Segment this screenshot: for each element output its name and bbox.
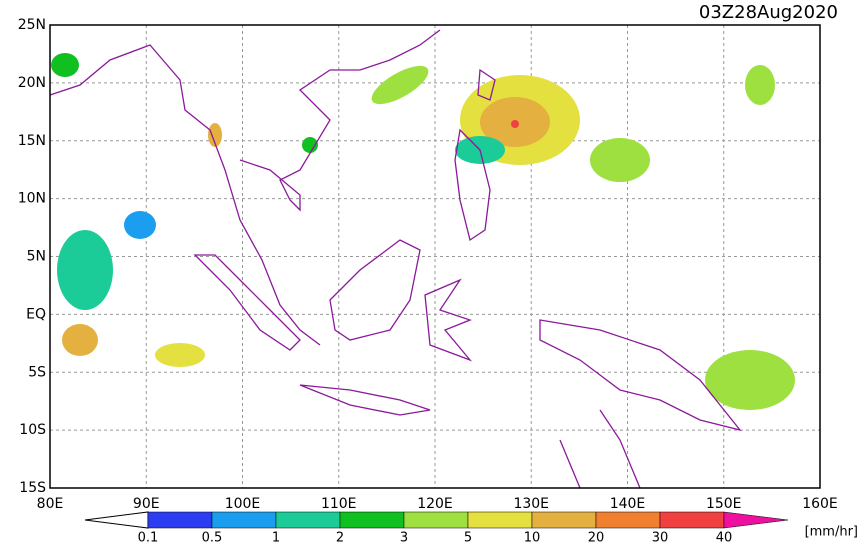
map-frame <box>49 24 821 489</box>
colorbar-under <box>84 511 149 529</box>
colorbar-label: 0.1 <box>138 531 159 544</box>
colorbar-box <box>147 511 213 529</box>
lat-label: 25N <box>18 17 46 33</box>
coastlines <box>49 29 742 489</box>
colorbar-label: 1 <box>272 531 280 544</box>
lon-label: 130E <box>513 496 549 512</box>
colorbar-over <box>723 511 789 529</box>
coastline <box>299 384 431 416</box>
coastline <box>329 239 421 341</box>
rain-area <box>62 324 98 356</box>
colorbar: 0.1 0.5 1 2 3 5 10 20 30 40 [mm/hr] <box>84 511 858 544</box>
rain-area <box>705 350 795 410</box>
colorbar-box <box>659 511 725 529</box>
colorbar-box <box>595 511 661 529</box>
rain-area <box>511 120 519 128</box>
colorbar-label: 3 <box>400 531 408 544</box>
lon-label: 120E <box>417 496 453 512</box>
colorbar-box <box>403 511 469 529</box>
lon-label: 160E <box>802 496 838 512</box>
lon-label: 110E <box>321 496 357 512</box>
rain-area <box>57 230 113 310</box>
graticule <box>50 25 820 488</box>
colorbar-unit: [mm/hr] <box>805 525 858 540</box>
rain-area <box>590 138 650 182</box>
coastline <box>193 254 301 351</box>
lat-label: 5N <box>27 249 46 265</box>
lon-label: 150E <box>706 496 742 512</box>
rain-area <box>745 65 775 105</box>
lat-label: 5S <box>28 364 46 380</box>
coastline <box>49 29 441 346</box>
rain-area <box>155 343 205 367</box>
lat-label: 15S <box>19 480 46 496</box>
lon-label: 140E <box>610 496 646 512</box>
lat-label: 20N <box>18 75 46 91</box>
colorbar-label: 20 <box>588 531 605 544</box>
coastline <box>424 278 473 362</box>
colorbar-label: 30 <box>652 531 669 544</box>
rain-area <box>208 123 222 147</box>
lat-label: EQ <box>26 306 46 322</box>
colorbar-box <box>339 511 405 529</box>
map-title: 03Z28Aug2020 <box>699 2 838 23</box>
lon-label: 90E <box>133 496 160 512</box>
colorbar-box <box>531 511 597 529</box>
rain-area <box>371 65 429 105</box>
precipitation <box>51 53 795 410</box>
colorbar-box <box>211 511 277 529</box>
lat-label: 15N <box>18 133 46 149</box>
colorbar-label: 10 <box>524 531 541 544</box>
lon-label: 100E <box>225 496 261 512</box>
lon-label: 80E <box>37 496 64 512</box>
coastline <box>539 319 742 432</box>
coastline <box>559 409 641 489</box>
colorbar-box <box>275 511 341 529</box>
rain-area <box>124 211 156 239</box>
rain-area <box>51 53 79 77</box>
coastline <box>477 68 496 101</box>
lat-label: 10N <box>18 191 46 207</box>
colorbar-label: 2 <box>336 531 344 544</box>
colorbar-box <box>467 511 533 529</box>
coastline <box>454 128 491 242</box>
lat-label: 10S <box>19 422 46 438</box>
colorbar-label: 5 <box>464 531 472 544</box>
rain-area <box>302 137 318 153</box>
colorbar-label: 0.5 <box>202 531 223 544</box>
colorbar-label: 40 <box>716 531 733 544</box>
